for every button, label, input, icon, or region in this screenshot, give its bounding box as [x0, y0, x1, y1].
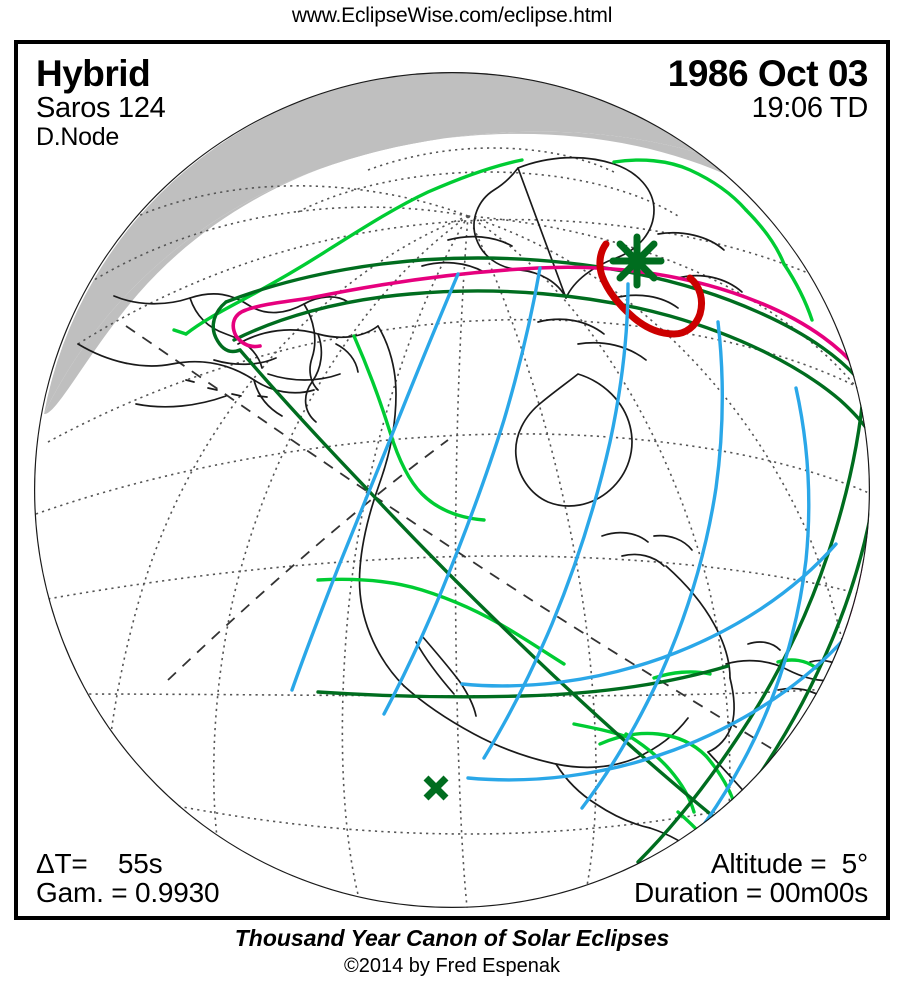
night-shading-region: [44, 72, 870, 415]
gamma-label: Gam. = 0.9930: [36, 877, 220, 909]
umbral-path: [596, 240, 706, 338]
publication-title: Thousand Year Canon of Solar Eclipses: [234, 925, 670, 951]
graticule-lines: [35, 147, 870, 908]
eclipse-time-label: 19:06 TD: [751, 92, 869, 125]
saros-label: Saros 124: [36, 92, 166, 125]
source-url: www.EclipseWise.com/eclipse.html: [291, 4, 613, 27]
eclipse-type-label: Hybrid: [36, 53, 151, 94]
altitude-label: Altitude = 5°: [710, 847, 868, 879]
eclipse-summary-bottom-left: ΔT= 55s Gam. = 0.9930: [36, 847, 220, 909]
greatest-eclipse-marker: [609, 233, 665, 289]
eclipse-summary-top-left: Hybrid Saros 124 D.Node: [36, 54, 166, 150]
eclipse-summary-top-right: 1986 Oct 03 19:06 TD: [667, 53, 869, 125]
eclipse-date-label: 1986 Oct 03: [667, 53, 869, 94]
node-label: D.Node: [36, 122, 119, 151]
duration-label: Duration = 00m00s: [634, 877, 868, 909]
globe-map: [34, 72, 870, 908]
subsolar-point-marker: [423, 775, 449, 801]
eclipse-summary-bottom-right: Altitude = 5° Duration = 00m00s: [634, 847, 868, 909]
meridian-lines: [93, 185, 864, 908]
eclipse-map-frame: Hybrid Saros 124 D.Node 1986 Oct 03 19:0…: [14, 40, 890, 920]
globe-disc: [34, 72, 870, 908]
copyright-credit: ©2014 by Fred Espenak: [344, 955, 560, 977]
maximum-eclipse-time-curves: [290, 266, 854, 876]
delta-t-label: ΔT= 55s: [36, 847, 163, 879]
footer: Thousand Year Canon of Solar Eclipses ©2…: [0, 925, 904, 978]
